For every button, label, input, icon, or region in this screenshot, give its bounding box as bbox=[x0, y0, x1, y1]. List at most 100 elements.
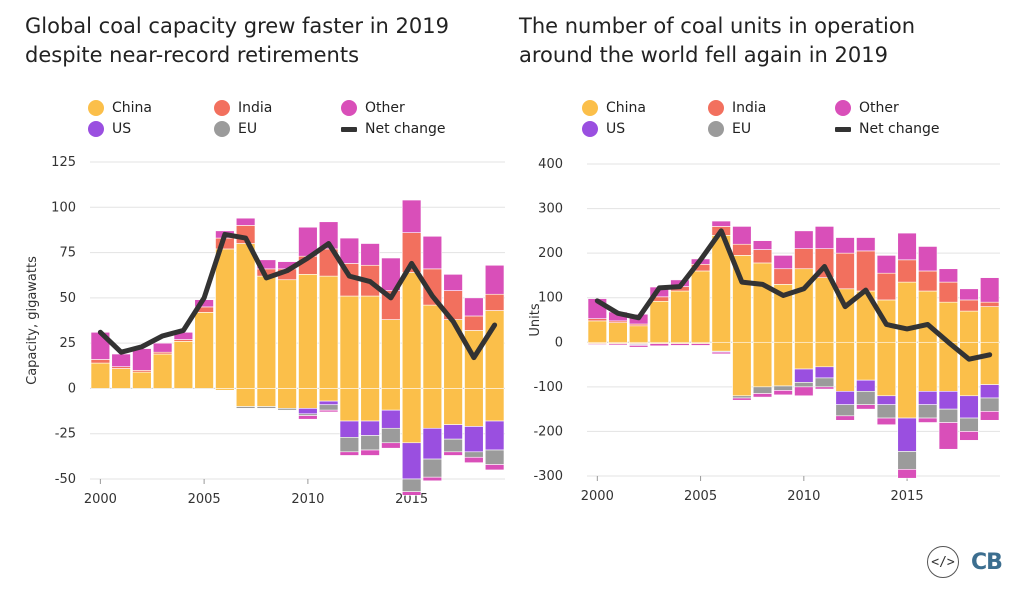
bar-china-2019 bbox=[484, 388, 505, 422]
bar-china-2016 bbox=[918, 290, 938, 343]
legend-swatch-india bbox=[708, 100, 724, 116]
bar-other-2018 bbox=[959, 431, 979, 441]
y-tick-label: -25 bbox=[55, 427, 76, 442]
bar-eu-2013 bbox=[856, 391, 876, 405]
bar-other-2006 bbox=[711, 351, 731, 355]
y-tick-label: -300 bbox=[533, 469, 563, 484]
legend-swatch-china bbox=[88, 100, 104, 116]
legend-item-eu: EU bbox=[214, 121, 257, 137]
bar-china-2015 bbox=[897, 281, 917, 343]
bar-china-2018 bbox=[464, 388, 484, 427]
bar-other-2015 bbox=[897, 232, 917, 261]
bar-china-2017 bbox=[443, 388, 463, 425]
legend-item-china: China bbox=[88, 100, 152, 116]
chart-title: The number of coal units in operation ar… bbox=[519, 12, 999, 70]
code-icon[interactable]: </> bbox=[927, 546, 959, 578]
bar-china-2014 bbox=[381, 319, 401, 389]
bars bbox=[90, 199, 505, 496]
bar-china-2012 bbox=[835, 341, 855, 392]
y-tick-label: -200 bbox=[533, 424, 563, 439]
legend-label-india: India bbox=[238, 100, 273, 116]
bar-other-2001 bbox=[111, 353, 131, 367]
bar-eu-2016 bbox=[422, 458, 443, 478]
legend-item-china: China bbox=[582, 100, 646, 116]
chart-title-line-1: Global coal capacity grew faster in 2019 bbox=[25, 14, 449, 38]
bar-china-2006 bbox=[711, 341, 731, 352]
y-tick-label: 300 bbox=[538, 202, 563, 217]
bar-china-2008 bbox=[752, 341, 773, 388]
bar-other-2015 bbox=[401, 491, 422, 496]
bar-china-2008 bbox=[752, 262, 773, 343]
bar-china-2008 bbox=[256, 275, 277, 389]
bar-us-2011 bbox=[318, 400, 339, 406]
bar-other-2014 bbox=[381, 442, 401, 449]
bar-china-2019 bbox=[484, 310, 505, 389]
bar-china-2016 bbox=[918, 341, 938, 392]
bar-china-2019 bbox=[980, 306, 1000, 343]
chart-title: Global coal capacity grew faster in 2019… bbox=[25, 12, 495, 70]
bar-eu-2012 bbox=[339, 437, 360, 453]
bar-other-2011 bbox=[814, 226, 835, 249]
bar-other-2017 bbox=[443, 274, 463, 291]
bar-other-2018 bbox=[464, 456, 484, 463]
x-tick-label: 2005 bbox=[684, 489, 717, 504]
y-tick-label: 200 bbox=[538, 246, 563, 261]
bar-eu-2018 bbox=[464, 451, 484, 458]
bar-other-2001 bbox=[608, 343, 628, 346]
bar-china-2006 bbox=[215, 388, 235, 391]
bar-other-2012 bbox=[339, 451, 360, 456]
bar-china-2010 bbox=[298, 388, 318, 409]
legend-label-eu: EU bbox=[732, 121, 752, 137]
bar-china-2014 bbox=[876, 341, 897, 397]
bar-other-2013 bbox=[856, 404, 876, 410]
bar-us-2010 bbox=[794, 368, 814, 383]
bar-china-2000 bbox=[90, 362, 111, 389]
bar-eu-2017 bbox=[443, 438, 463, 453]
y-tick-label: 50 bbox=[59, 291, 76, 306]
legend-swatch-us bbox=[582, 121, 598, 137]
bar-other-2015 bbox=[401, 199, 422, 233]
bar-other-2010 bbox=[298, 415, 318, 420]
bar-other-2017 bbox=[938, 268, 958, 283]
legend-swatch-china bbox=[582, 100, 598, 116]
bar-india-2018 bbox=[959, 299, 979, 312]
bar-us-2014 bbox=[381, 409, 401, 429]
bar-eu-2009 bbox=[773, 385, 793, 391]
legend-swatch-eu bbox=[708, 121, 724, 137]
bar-us-2019 bbox=[980, 384, 1000, 399]
bar-eu-2015 bbox=[897, 451, 917, 470]
bar-china-2010 bbox=[298, 274, 318, 389]
y-tick-label: 0 bbox=[68, 381, 76, 396]
bar-other-2016 bbox=[422, 476, 443, 482]
legend-label-china: China bbox=[112, 100, 152, 116]
bar-china-2011 bbox=[318, 388, 339, 402]
logo: </> CB bbox=[927, 546, 1003, 578]
y-axis-label: Capacity, gigawatts bbox=[25, 256, 40, 385]
bar-other-2007 bbox=[235, 217, 256, 226]
bar-other-2011 bbox=[318, 409, 339, 413]
bar-other-2019 bbox=[980, 277, 1000, 303]
bar-china-2008 bbox=[256, 388, 277, 407]
legend-swatch-us bbox=[88, 121, 104, 137]
carbon-brief-logo: CB bbox=[971, 549, 1003, 575]
legend-swatch-other bbox=[341, 100, 357, 116]
y-tick-label: 25 bbox=[59, 336, 76, 351]
bar-china-2014 bbox=[381, 388, 401, 411]
bar-china-2013 bbox=[360, 295, 380, 389]
bar-china-2016 bbox=[422, 388, 443, 429]
legend-item-india: India bbox=[214, 100, 272, 116]
bar-us-2011 bbox=[814, 366, 835, 379]
bar-china-2003 bbox=[152, 353, 173, 389]
bar-other-2003 bbox=[649, 343, 669, 347]
bar-india-2010 bbox=[794, 248, 814, 270]
bar-other-2015 bbox=[897, 469, 917, 479]
bar-other-2016 bbox=[918, 417, 938, 423]
bar-china-2012 bbox=[339, 388, 360, 422]
bar-us-2019 bbox=[484, 420, 505, 451]
bars bbox=[587, 220, 1000, 479]
bar-india-2015 bbox=[897, 259, 917, 283]
bar-other-2007 bbox=[732, 226, 752, 245]
bar-eu-2011 bbox=[318, 404, 339, 411]
y-tick-label: 75 bbox=[59, 246, 76, 261]
legend-item-eu: EU bbox=[708, 121, 751, 137]
